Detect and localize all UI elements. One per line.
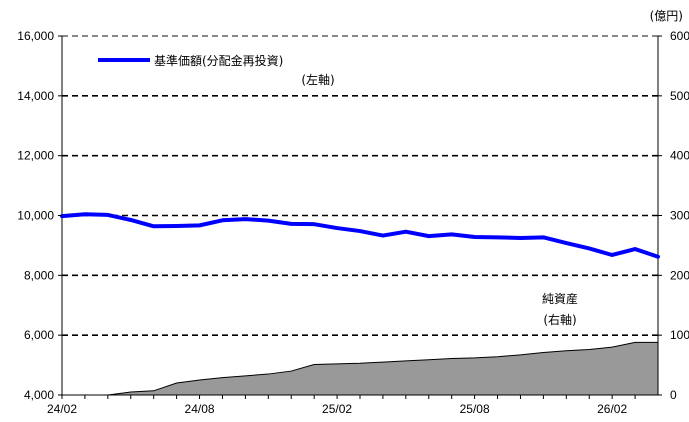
left-tick-label: 8,000 — [24, 268, 54, 282]
legend-nav-label: 基準価額(分配金再投資) — [154, 53, 283, 68]
left-tick-label: 10,000 — [17, 209, 54, 223]
legend-nav-axis-note: (左軸) — [301, 72, 334, 87]
left-tick-label: 12,000 — [17, 149, 54, 163]
left-tick-label: 4,000 — [24, 388, 54, 402]
legend-net-assets-axis-note: (右軸) — [543, 312, 576, 327]
x-tick-label: 25/08 — [460, 402, 490, 416]
x-tick-label: 25/02 — [322, 402, 352, 416]
right-tick-label: 600 — [670, 29, 689, 43]
right-tick-label: 200 — [670, 268, 689, 282]
left-tick-label: 16,000 — [17, 29, 54, 43]
left-tick-label: 14,000 — [17, 89, 54, 103]
net-assets-area — [62, 341, 659, 396]
left-tick-label: 6,000 — [24, 328, 54, 342]
right-tick-label: 0 — [670, 388, 677, 402]
x-tick-label: 26/02 — [597, 402, 627, 416]
x-tick-label: 24/02 — [47, 402, 77, 416]
x-tick-label: 24/08 — [185, 402, 215, 416]
legend-net-assets-label: 純資産 — [542, 291, 578, 306]
right-tick-label: 500 — [670, 89, 689, 103]
right-tick-label: 100 — [670, 328, 689, 342]
right-tick-label: 400 — [670, 149, 689, 163]
nav-line — [60, 212, 660, 259]
right-axis-unit: (億円) — [650, 9, 683, 23]
right-tick-label: 300 — [670, 209, 689, 223]
